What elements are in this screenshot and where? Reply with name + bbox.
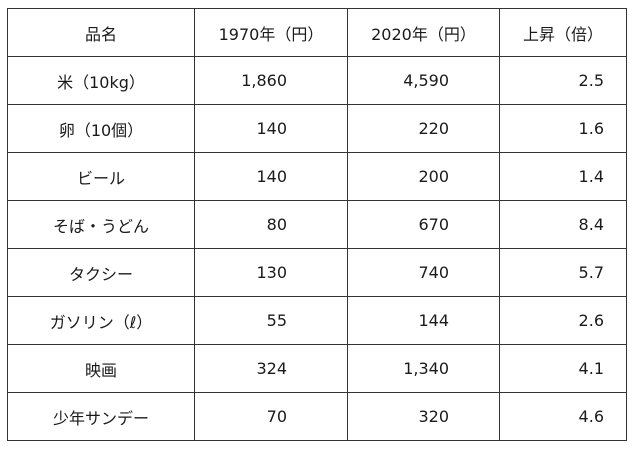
ratio-cell: 1.4 — [499, 152, 627, 201]
item-name-cell: ガソリン（ℓ） — [7, 296, 195, 345]
table-row: ガソリン（ℓ） 55 144 2.6 — [7, 296, 627, 345]
price-2020-cell: 144 — [347, 296, 500, 345]
price-1970-cell: 324 — [194, 344, 348, 393]
table-row: そば・うどん 80 670 8.4 — [7, 200, 627, 249]
item-name-cell: 少年サンデー — [7, 392, 195, 441]
price-1970-cell: 80 — [194, 200, 348, 249]
table-row: 少年サンデー 70 320 4.6 — [7, 392, 627, 441]
ratio-cell: 1.6 — [499, 104, 627, 153]
table-header-row: 品名 1970年（円） 2020年（円） 上昇（倍） — [7, 8, 627, 57]
table-row: タクシー 130 740 5.7 — [7, 248, 627, 297]
price-2020-cell: 220 — [347, 104, 500, 153]
ratio-cell: 4.1 — [499, 344, 627, 393]
header-increase-ratio: 上昇（倍） — [499, 8, 627, 57]
header-price-1970: 1970年（円） — [194, 8, 348, 57]
price-2020-cell: 1,340 — [347, 344, 500, 393]
header-price-2020: 2020年（円） — [347, 8, 500, 57]
price-1970-cell: 130 — [194, 248, 348, 297]
item-name-cell: 卵（10個） — [7, 104, 195, 153]
price-2020-cell: 4,590 — [347, 56, 500, 105]
price-1970-cell: 140 — [194, 104, 348, 153]
price-comparison-table: 品名 1970年（円） 2020年（円） 上昇（倍） 米（10kg） 1,860… — [7, 8, 627, 441]
price-2020-cell: 670 — [347, 200, 500, 249]
item-name-cell: そば・うどん — [7, 200, 195, 249]
price-1970-cell: 55 — [194, 296, 348, 345]
price-1970-cell: 140 — [194, 152, 348, 201]
price-1970-cell: 70 — [194, 392, 348, 441]
ratio-cell: 2.5 — [499, 56, 627, 105]
table-row: 映画 324 1,340 4.1 — [7, 344, 627, 393]
item-name-cell: 米（10kg） — [7, 56, 195, 105]
ratio-cell: 8.4 — [499, 200, 627, 249]
table-row: ビール 140 200 1.4 — [7, 152, 627, 201]
table-row: 卵（10個） 140 220 1.6 — [7, 104, 627, 153]
price-1970-cell: 1,860 — [194, 56, 348, 105]
price-2020-cell: 320 — [347, 392, 500, 441]
price-2020-cell: 740 — [347, 248, 500, 297]
ratio-cell: 5.7 — [499, 248, 627, 297]
item-name-cell: ビール — [7, 152, 195, 201]
header-item-name: 品名 — [7, 8, 195, 57]
price-2020-cell: 200 — [347, 152, 500, 201]
ratio-cell: 2.6 — [499, 296, 627, 345]
table-row: 米（10kg） 1,860 4,590 2.5 — [7, 56, 627, 105]
item-name-cell: タクシー — [7, 248, 195, 297]
item-name-cell: 映画 — [7, 344, 195, 393]
ratio-cell: 4.6 — [499, 392, 627, 441]
